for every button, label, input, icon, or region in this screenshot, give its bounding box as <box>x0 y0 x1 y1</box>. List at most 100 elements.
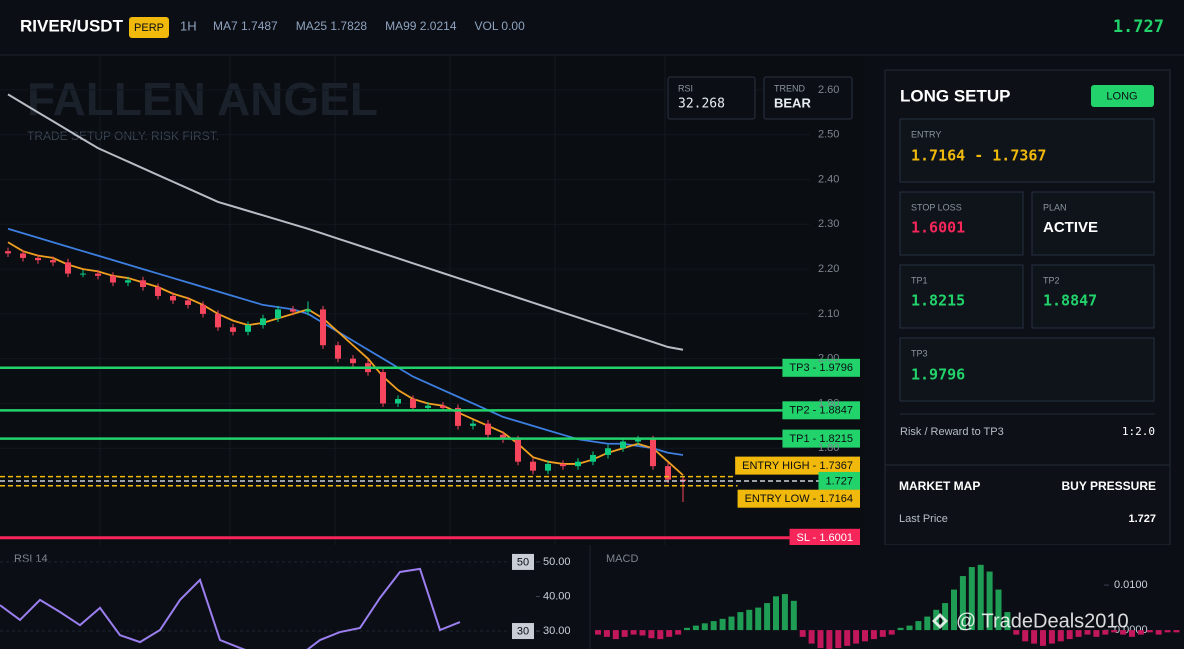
watermark: FALLEN ANGEL <box>27 73 378 125</box>
interval[interactable]: 1H <box>180 18 197 33</box>
trend-box <box>763 76 853 120</box>
stop-value: 1.6001 <box>911 219 965 237</box>
macd-bar <box>1120 630 1127 635</box>
candle-body <box>155 287 161 296</box>
macd-bar <box>692 625 699 631</box>
macd-bar <box>1066 630 1073 640</box>
macd-bar <box>1057 630 1064 642</box>
macd-bar <box>1129 630 1135 637</box>
level-tag-text: SL - 1.6001 <box>797 532 853 544</box>
macd-bar <box>675 630 682 635</box>
macd-bar <box>853 630 860 644</box>
macd-bar <box>977 564 984 631</box>
tp1-value: 1.8215 <box>911 292 965 310</box>
candle-body <box>215 313 221 328</box>
plan-value: ACTIVE <box>1043 219 1098 236</box>
candle-body <box>20 253 26 258</box>
macd-bar <box>719 618 726 631</box>
candle-body <box>230 327 236 332</box>
candle-body <box>395 398 401 404</box>
macd-bar <box>915 621 922 631</box>
candle-body <box>530 461 536 471</box>
candle-body <box>95 273 101 276</box>
macd-bar <box>959 576 966 631</box>
macd-bar <box>603 630 610 637</box>
macd-bar <box>1093 630 1100 637</box>
candle-body <box>500 434 506 440</box>
plan-card <box>1031 191 1155 256</box>
candle-body <box>485 423 491 435</box>
bottom-bg <box>0 545 1184 649</box>
rr-label: Risk / Reward to TP3 <box>900 426 1004 438</box>
y-tick-label: 2.50 <box>818 129 839 141</box>
candle-body <box>275 309 281 319</box>
candle-body <box>380 372 386 404</box>
macd-bar <box>817 630 824 649</box>
y-tick-label: 1.80 <box>818 442 839 454</box>
macd-bar <box>684 627 690 631</box>
tp3-label: TP3 <box>911 348 928 358</box>
credit: @ TradeDeals2010 <box>932 610 1129 632</box>
macd-bar <box>710 621 717 631</box>
candle-body <box>80 273 86 275</box>
perp-badge-bg <box>129 17 169 38</box>
macd-bar <box>728 616 735 631</box>
level-tag <box>782 358 860 377</box>
rsi-line <box>0 567 461 649</box>
macd-bar <box>755 607 762 631</box>
candle-body <box>65 262 71 274</box>
macd-bar <box>737 612 744 631</box>
macd-bar <box>1173 630 1180 633</box>
macd-bar <box>1013 630 1020 635</box>
macd-bar <box>1164 630 1171 633</box>
candle-body <box>425 405 431 408</box>
rsi-panel: RSI 14 50.00 40.00 30.00 50 30 <box>0 553 571 649</box>
candle-body <box>410 398 416 408</box>
y-tick-label: 2.00 <box>818 353 839 365</box>
macd-bar <box>826 630 833 649</box>
macd-bar <box>924 616 931 631</box>
panel-title: RSI 14 <box>14 553 48 565</box>
macd-bar <box>1137 630 1144 635</box>
last-price-label: Last Price <box>899 513 948 525</box>
macd-bar <box>862 630 868 642</box>
level-tag <box>782 429 860 448</box>
candle-body <box>260 318 266 326</box>
candle-body <box>5 251 11 254</box>
plan-label: PLAN <box>1043 202 1067 212</box>
candle-body <box>515 439 521 462</box>
level-tag-text: 1.727 <box>825 475 853 487</box>
macd-bar <box>1146 630 1153 633</box>
level-tag-text: TP1 - 1.8215 <box>789 433 853 445</box>
y-tick-label: 2.10 <box>818 308 839 320</box>
macd-bar <box>1075 630 1082 637</box>
candle-body <box>605 448 611 455</box>
level-tag-text: ENTRY HIGH - 1.7367 <box>742 460 853 472</box>
symbol[interactable]: RIVER/USDT <box>20 16 124 35</box>
tp3-card <box>899 337 1155 402</box>
macd-bar <box>781 594 788 631</box>
candle-body <box>140 280 146 288</box>
macd-bar <box>1031 630 1038 644</box>
macd-bar <box>942 603 949 631</box>
trend-label: TREND <box>774 83 805 93</box>
candle-body <box>590 454 596 462</box>
rsi-value: 32.268 <box>678 97 725 112</box>
candle-body <box>665 466 671 480</box>
macd-bar <box>1111 630 1118 633</box>
macd-bar <box>701 623 708 631</box>
candle-body <box>305 309 311 312</box>
macd-bar <box>844 630 851 646</box>
candle-body <box>650 439 656 467</box>
ma-line <box>7 241 684 476</box>
long-badge: LONG <box>1106 90 1137 102</box>
macd-bar <box>746 609 753 631</box>
macd-bar <box>630 630 637 635</box>
macd-bar <box>986 571 993 631</box>
y-tick-label: 2.40 <box>818 173 839 185</box>
candle-body <box>575 461 581 467</box>
candle-body <box>320 309 326 346</box>
tagline: TRADE SETUP ONLY. RISK FIRST. <box>27 129 219 143</box>
